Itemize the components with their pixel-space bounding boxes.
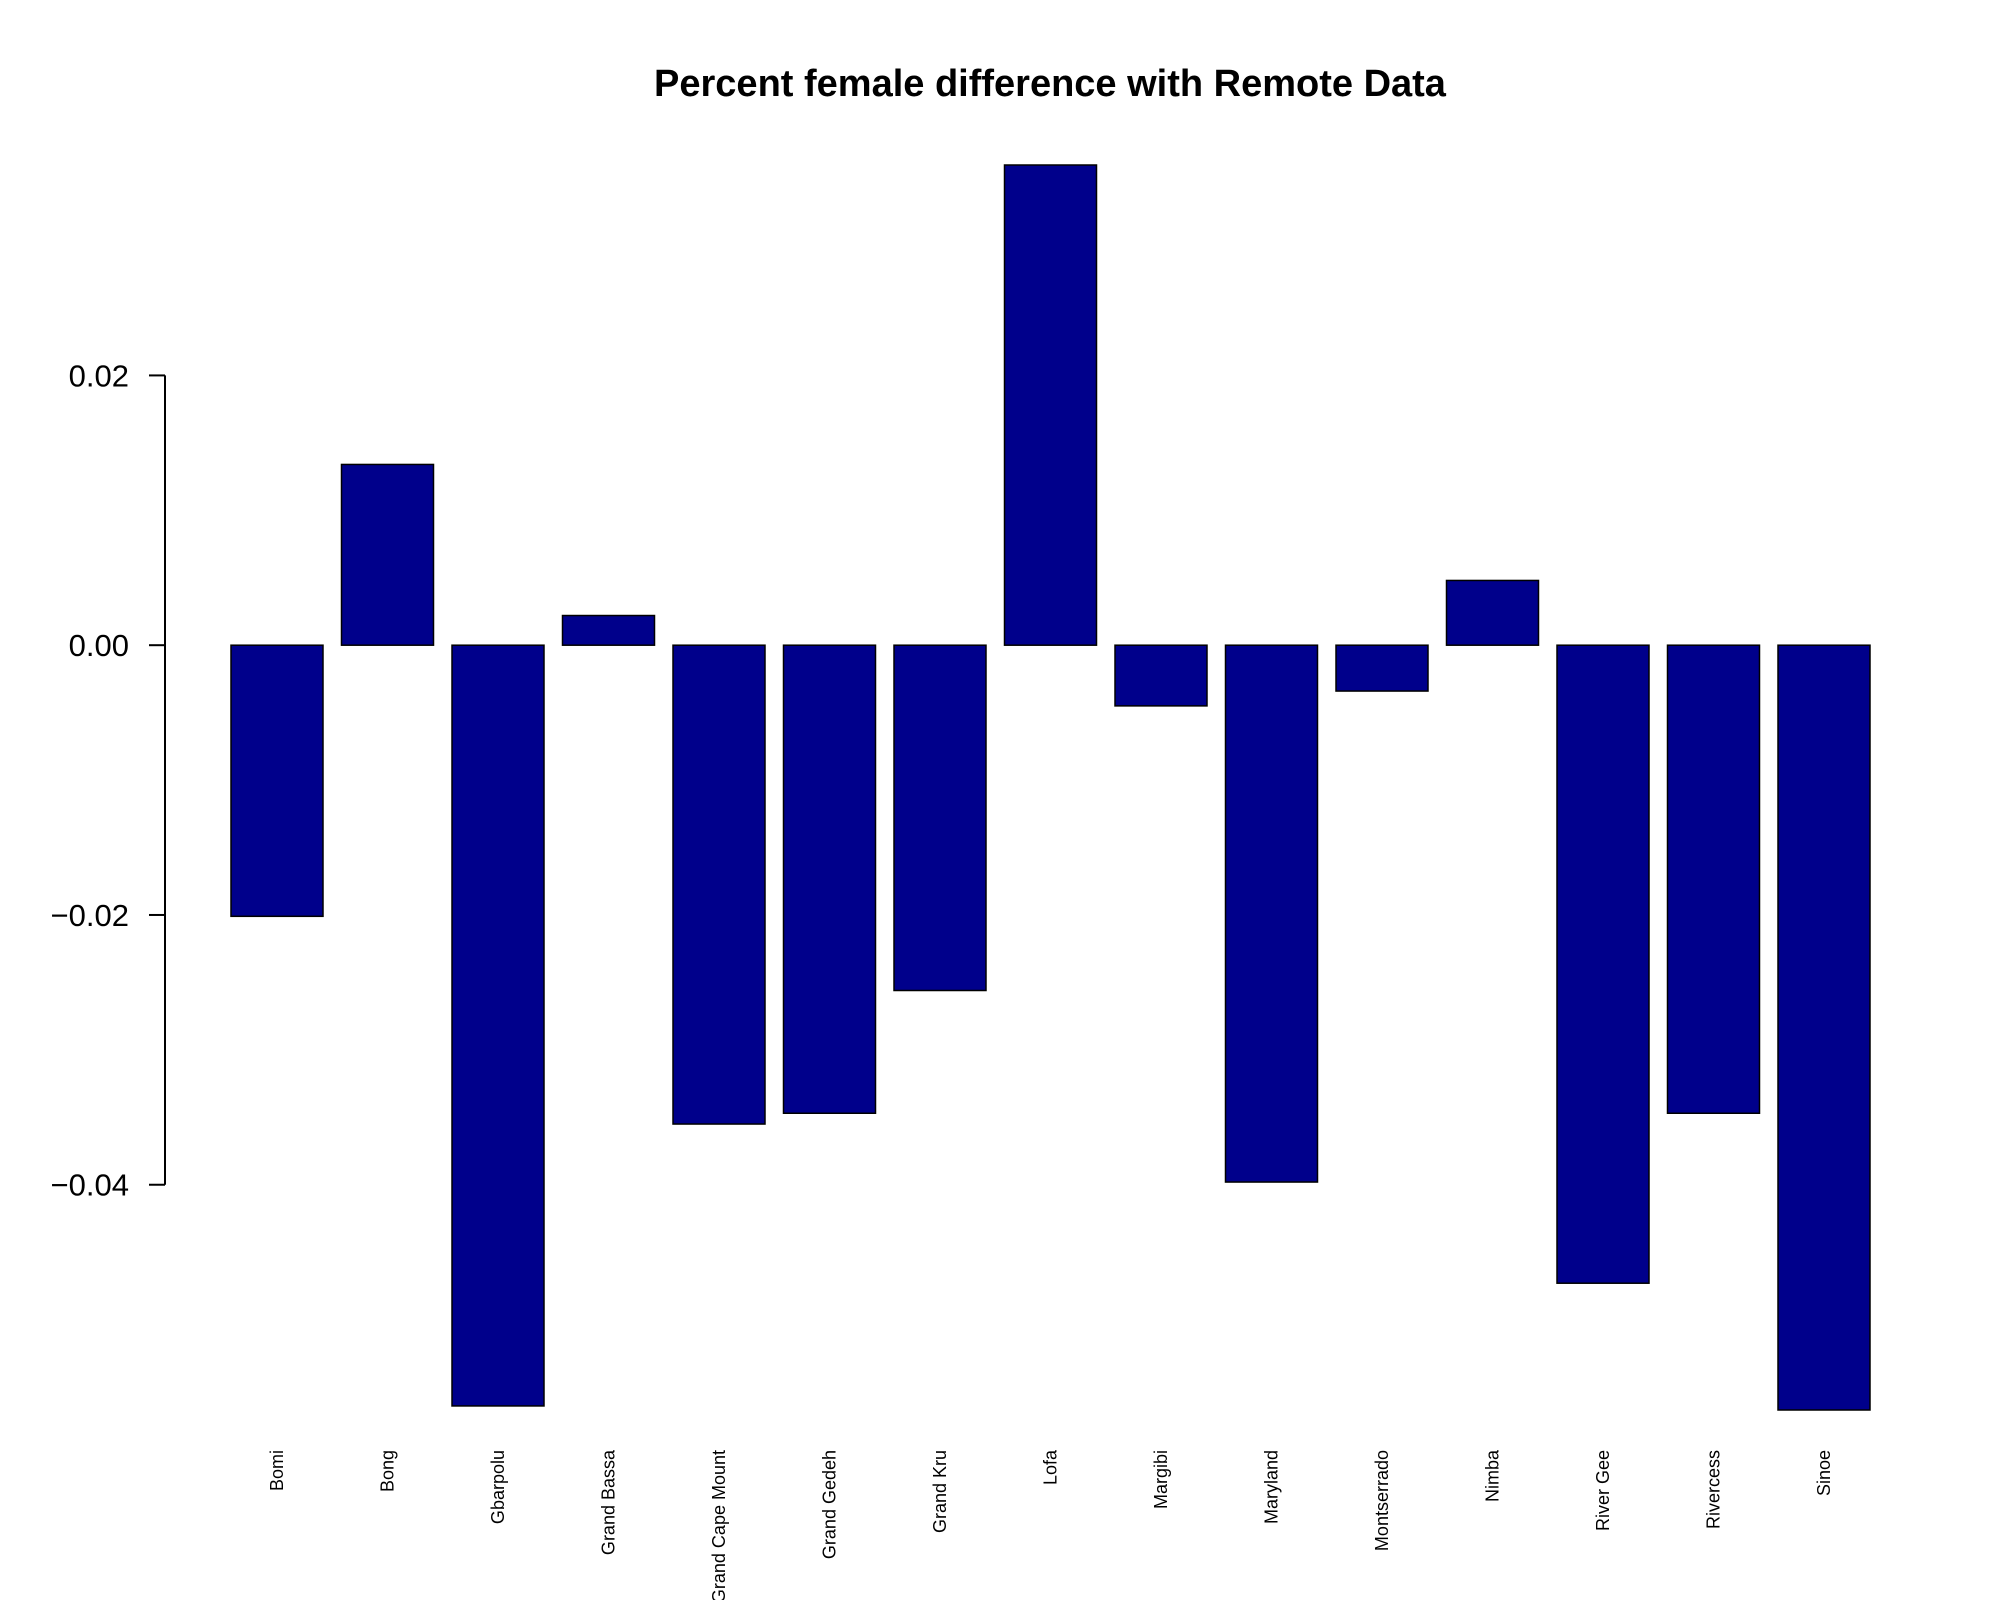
category-label: Grand Bassa [599,1449,619,1555]
category-label: Margibi [1151,1450,1171,1509]
bar [1114,644,1208,707]
bar [672,644,766,1125]
y-tick-label: 0.00 [69,628,129,663]
category-label: Nimba [1483,1449,1503,1502]
bar [561,614,656,646]
category-label: Grand Kru [930,1450,950,1533]
bar [1335,644,1429,692]
bar [893,644,987,992]
category-label: Gbarpolu [488,1450,508,1524]
bar [230,644,324,918]
bars [230,164,1871,1411]
category-label: Grand Cape Mount [709,1450,729,1600]
y-axis: −0.04 −0.02 0.00 0.02 [51,358,166,1203]
bar [451,644,545,1407]
bar [1777,644,1871,1411]
category-label: River Gee [1593,1450,1613,1531]
category-labels: Bomi Bong Gbarpolu Grand Bassa Grand Cape Mo… [267,1449,1834,1600]
y-tick-label: −0.04 [51,1168,129,1203]
bar [1003,164,1098,646]
bar [1556,644,1650,1284]
category-label: Bong [378,1450,398,1492]
category-label: Sinoe [1814,1450,1834,1496]
bar [340,463,435,646]
bar [1224,644,1319,1183]
category-label: Grand Gedeh [820,1450,840,1559]
y-tick-label: −0.02 [51,898,129,933]
category-label: Bomi [267,1450,287,1491]
category-label: Lofa [1041,1449,1061,1485]
bar [1445,579,1540,646]
category-label: Montserrado [1372,1450,1392,1551]
chart-title: Percent female difference with Remote Da… [654,63,1447,105]
y-tick-label: 0.02 [69,358,129,393]
bar [782,644,877,1115]
bar [1666,644,1761,1115]
category-label: Maryland [1262,1450,1282,1524]
category-label: Rivercess [1704,1450,1724,1529]
